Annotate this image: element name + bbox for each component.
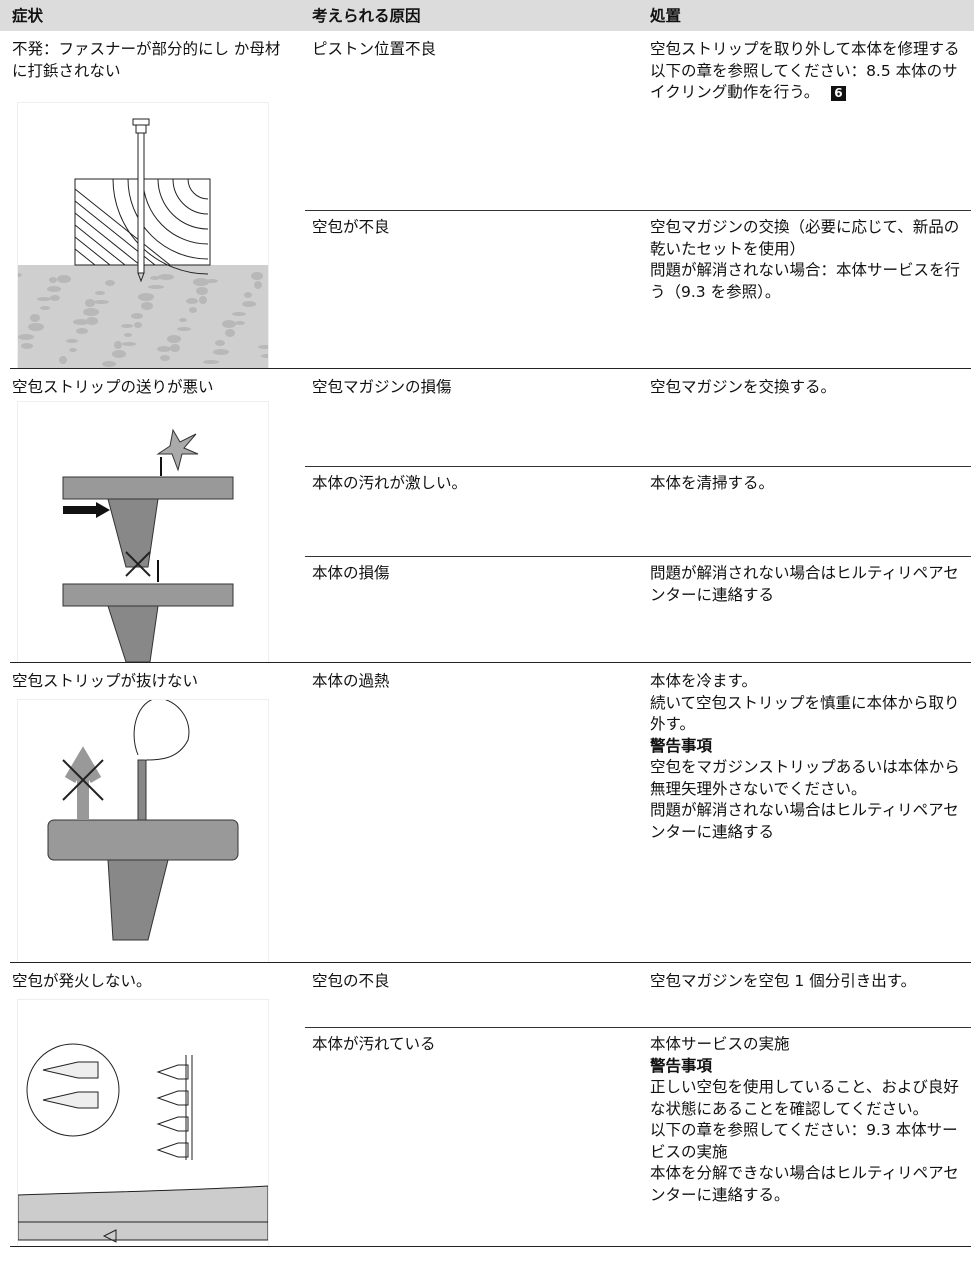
separator bbox=[305, 1027, 971, 1028]
remedy-line: 本体を冷ます。 bbox=[650, 672, 757, 690]
cause: 本体が汚れている bbox=[312, 1035, 436, 1053]
remedy: 本体を冷ます。続いて空包ストリップを慎重に本体から取り外す。警告事項空包をマガジ… bbox=[650, 671, 972, 843]
remedy-line: 警告事項 bbox=[650, 736, 713, 755]
remedy: 問題が解消されない場合はヒルティリペアセンターに連絡する bbox=[650, 563, 972, 606]
figure-ref: 6 bbox=[831, 86, 846, 101]
remedy: 空包マガジンを空包 1 個分引き出す。 bbox=[650, 971, 972, 993]
cause: 本体の損傷 bbox=[312, 564, 390, 582]
cause: 空包が不良 bbox=[312, 218, 390, 236]
remedy: 空包ストリップを取り外して本体を修理する以下の章を参照してください：8.5 本体… bbox=[650, 39, 972, 104]
remedy: 本体を清掃する。 bbox=[650, 473, 972, 495]
remedy: 空包マガジンの交換（必要に応じて、新品の乾いたセットを使用） 問題が解消されない場… bbox=[650, 217, 972, 303]
remedy-line: 問題が解消されない場合：本体サービスを行う（9.3 を参照）。 bbox=[650, 261, 961, 301]
remedy-line: 続いて空包ストリップを慎重に本体から取り外す。 bbox=[650, 693, 960, 734]
separator bbox=[305, 210, 971, 211]
cause: 本体の汚れが激しい。 bbox=[312, 474, 468, 492]
remedy-line: 問題が解消されない場合はヒルティリペアセンターに連絡する bbox=[650, 564, 959, 604]
table-header: 症状 考えられる原因 処置 bbox=[0, 0, 974, 31]
remedy-line: 以下の章を参照してください：9.3 本体サービスの実施 bbox=[650, 1121, 958, 1161]
row-line bbox=[10, 662, 971, 663]
separator bbox=[305, 556, 971, 557]
remedy-line: 問題が解消されない場合はヒルティリペアセンターに連絡する bbox=[650, 801, 959, 841]
remedy: 空包マガジンを交換する。 bbox=[650, 377, 972, 399]
illustration bbox=[17, 999, 269, 1247]
column-header: 症状 bbox=[12, 7, 44, 25]
row-line bbox=[10, 368, 971, 369]
remedy-line: 本体を分解できない場合はヒルティリペアセンターに連絡する。 bbox=[650, 1164, 959, 1204]
remedy: 本体サービスの実施 警告事項正しい空包を使用していること、および良好な状態にあるこ… bbox=[650, 1034, 972, 1206]
remedy-line: 警告事項 bbox=[650, 1056, 713, 1075]
symptom: 不発：ファスナーが部分的にし か母材に打鋲されない bbox=[12, 40, 281, 80]
remedy-line: 本体を清掃する。 bbox=[650, 474, 775, 492]
illustration bbox=[17, 401, 269, 663]
cause: ピストン位置不良 bbox=[312, 40, 437, 58]
remedy-line: 空包ストリップを取り外して本体を修理する bbox=[650, 40, 960, 58]
illustration bbox=[17, 102, 269, 369]
column-header: 考えられる原因 bbox=[312, 7, 421, 25]
remedy-line: 空包をマガジンストリップあるいは本体から無理矢理外さないでください。 bbox=[650, 758, 960, 798]
remedy-line: 空包マガジンを交換する。 bbox=[650, 378, 837, 396]
cause: 空包マガジンの損傷 bbox=[312, 378, 452, 396]
remedy-line: 空包マガジンを空包 1 個分引き出す。 bbox=[650, 972, 917, 990]
remedy-line: 本体サービスの実施 bbox=[650, 1035, 790, 1053]
separator bbox=[305, 466, 971, 467]
symptom: 空包が発火しない。 bbox=[12, 972, 152, 990]
row-line bbox=[10, 962, 971, 963]
remedy-line: 空包マガジンの交換（必要に応じて、新品の乾いたセットを使用） bbox=[650, 218, 960, 258]
cause: 空包の不良 bbox=[312, 972, 390, 990]
column-header: 処置 bbox=[650, 7, 682, 25]
symptom: 空包ストリップの送りが悪い bbox=[12, 378, 214, 396]
row-line bbox=[10, 1246, 971, 1247]
symptom: 空包ストリップが抜けない bbox=[12, 672, 199, 690]
cause: 本体の過熱 bbox=[312, 672, 390, 690]
remedy-line: 以下の章を参照してください：8.5 本体のサイクリング動作を行う。 6 bbox=[650, 61, 958, 101]
illustration bbox=[17, 699, 269, 963]
remedy-line: 正しい空包を使用していること、および良好な状態にあることを確認してください。 bbox=[650, 1078, 959, 1118]
